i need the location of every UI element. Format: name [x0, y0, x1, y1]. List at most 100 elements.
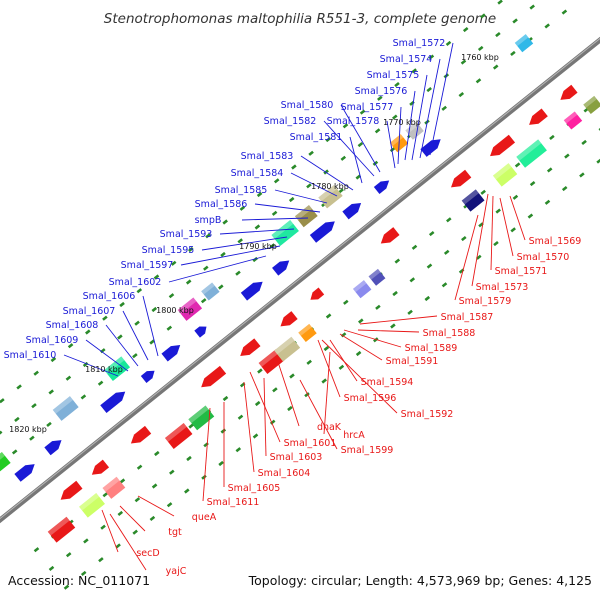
- track-tick: [203, 265, 209, 271]
- track-tick: [441, 282, 448, 288]
- kbp-label: 1790 kbp: [239, 242, 277, 251]
- gene-box-shine: [583, 95, 597, 108]
- track-tick: [411, 244, 418, 250]
- leader-line: [241, 217, 309, 221]
- track-tick: [409, 277, 416, 283]
- kbp-label: 1760 kbp: [461, 53, 499, 62]
- track-tick: [185, 279, 192, 285]
- track-tick: [132, 353, 138, 359]
- gene-feature: [461, 189, 485, 212]
- forward-gene-label: Smal_1609: [26, 335, 79, 346]
- gene-arrow: [309, 221, 335, 243]
- gene-arrow: [240, 281, 263, 301]
- leader-line: [404, 90, 416, 161]
- gene-arrow: [272, 260, 290, 276]
- track-tick: [476, 254, 482, 260]
- gene-arrow: [490, 134, 516, 157]
- leader-line: [357, 329, 420, 333]
- forward-gene-label: Smal_1572: [393, 38, 446, 49]
- gene-box: [514, 34, 534, 53]
- leader-line: [359, 315, 438, 325]
- forward-gene-label: Smal_1602: [109, 277, 162, 288]
- gene-feature: [177, 297, 203, 321]
- track-tick: [389, 147, 396, 153]
- gene-arrow: [240, 338, 261, 356]
- track-tick: [31, 403, 37, 409]
- track-tick: [460, 59, 467, 65]
- genome-backbone: [0, 36, 600, 524]
- track-tick: [65, 375, 72, 381]
- track-tick: [411, 68, 417, 74]
- gene-feature: [79, 492, 105, 518]
- reverse-gene-label: queA: [192, 512, 217, 523]
- track-tick: [512, 18, 518, 24]
- track-tick: [549, 134, 555, 140]
- track-tick: [50, 356, 57, 363]
- track-tick: [16, 384, 22, 390]
- leader-line: [397, 106, 402, 165]
- gene-box: [79, 492, 105, 518]
- reverse-gene-label: Smal_1588: [423, 328, 476, 339]
- forward-gene-label: Smal_1585: [215, 185, 268, 196]
- reverse-gene-label: Smal_1611: [207, 497, 260, 508]
- track-tick: [462, 27, 469, 33]
- forward-gene-label: Smal_1575: [367, 70, 420, 81]
- gene-box: [294, 205, 318, 228]
- track-tick: [65, 552, 72, 558]
- gene-arrow: [140, 370, 155, 383]
- gene-feature: [298, 323, 317, 342]
- track-tick: [80, 394, 87, 400]
- track-tick: [273, 178, 280, 184]
- leader-line: [119, 505, 146, 532]
- gene-box-shine: [102, 476, 120, 492]
- leader-line: [122, 310, 149, 361]
- gene-box-shine: [177, 297, 197, 314]
- track-tick: [426, 263, 433, 269]
- gene-arrow: [14, 464, 35, 482]
- track-tick: [134, 497, 141, 503]
- gene-box: [583, 95, 600, 114]
- genome-summary-text: Topology: circular; Length: 4,573,969 bp…: [248, 573, 592, 588]
- leader-line: [339, 333, 383, 361]
- leader-line: [243, 381, 255, 473]
- track-tick: [254, 400, 261, 407]
- track-tick: [374, 128, 381, 134]
- gene-feature: [310, 287, 325, 300]
- track-tick: [287, 405, 293, 412]
- track-tick: [166, 502, 173, 508]
- gene-feature: [0, 451, 11, 478]
- track-tick: [168, 293, 175, 299]
- gene-feature: [102, 476, 126, 499]
- track-tick: [475, 78, 482, 84]
- reverse-gene-label: dnaK: [317, 422, 342, 433]
- gene-feature: [140, 370, 155, 383]
- track-tick: [340, 155, 347, 161]
- track-tick: [188, 423, 194, 429]
- reverse-gene-label: Smal_1601: [284, 438, 337, 449]
- track-tick: [201, 474, 207, 480]
- gene-arrow: [310, 287, 325, 300]
- gene-box-shine: [201, 282, 215, 295]
- gene-feature: [60, 480, 83, 500]
- leader-line: [454, 214, 479, 301]
- gene-feature: [583, 95, 600, 114]
- forward-gene-label: Smal_1606: [83, 291, 136, 302]
- track-tick: [63, 584, 70, 590]
- track-tick: [493, 241, 499, 247]
- gene-box: [352, 280, 372, 299]
- track-tick: [394, 82, 400, 88]
- kbp-label: 1820 kbp: [9, 425, 47, 434]
- gene-box-shine: [47, 516, 70, 536]
- reverse-gene-label: Smal_1573: [476, 282, 529, 293]
- forward-gene-label: Smal_1584: [231, 168, 284, 179]
- track-tick: [375, 304, 381, 310]
- track-tick: [98, 557, 104, 563]
- track-tick: [480, 13, 486, 19]
- gene-arrow: [44, 440, 62, 456]
- leader-line: [343, 329, 402, 348]
- track-tick: [304, 392, 310, 398]
- track-tick: [257, 368, 263, 374]
- gene-arrow: [130, 425, 152, 444]
- label-leader-lines: [63, 42, 526, 571]
